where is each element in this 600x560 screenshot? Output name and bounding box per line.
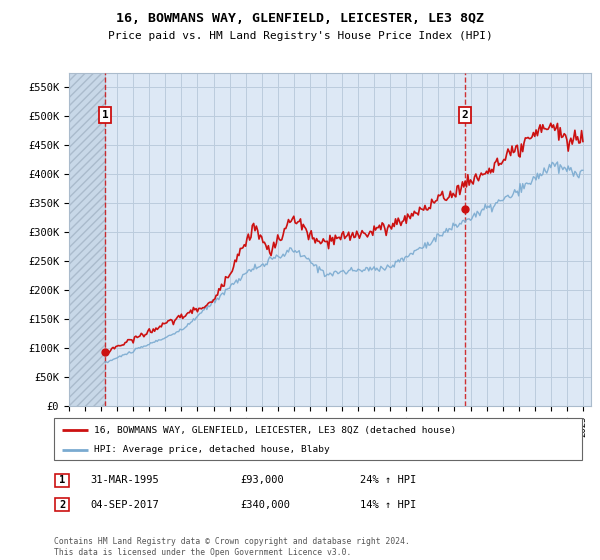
Text: 31-MAR-1995: 31-MAR-1995	[90, 475, 159, 486]
FancyBboxPatch shape	[55, 498, 70, 511]
Text: 1: 1	[59, 475, 65, 486]
Text: 16, BOWMANS WAY, GLENFIELD, LEICESTER, LE3 8QZ: 16, BOWMANS WAY, GLENFIELD, LEICESTER, L…	[116, 12, 484, 25]
Text: 2: 2	[59, 500, 65, 510]
Bar	[69, 73, 105, 406]
Text: £93,000: £93,000	[240, 475, 284, 486]
Text: 14% ↑ HPI: 14% ↑ HPI	[360, 500, 416, 510]
Text: HPI: Average price, detached house, Blaby: HPI: Average price, detached house, Blab…	[94, 445, 329, 454]
Text: £340,000: £340,000	[240, 500, 290, 510]
Text: Price paid vs. HM Land Registry's House Price Index (HPI): Price paid vs. HM Land Registry's House …	[107, 31, 493, 41]
Text: 2: 2	[462, 110, 469, 120]
Text: This data is licensed under the Open Government Licence v3.0.: This data is licensed under the Open Gov…	[54, 548, 352, 557]
FancyBboxPatch shape	[55, 474, 70, 487]
FancyBboxPatch shape	[54, 418, 582, 460]
Text: Contains HM Land Registry data © Crown copyright and database right 2024.: Contains HM Land Registry data © Crown c…	[54, 537, 410, 546]
Text: 04-SEP-2017: 04-SEP-2017	[90, 500, 159, 510]
Text: 16, BOWMANS WAY, GLENFIELD, LEICESTER, LE3 8QZ (detached house): 16, BOWMANS WAY, GLENFIELD, LEICESTER, L…	[94, 426, 456, 435]
Text: 1: 1	[102, 110, 109, 120]
Text: 24% ↑ HPI: 24% ↑ HPI	[360, 475, 416, 486]
